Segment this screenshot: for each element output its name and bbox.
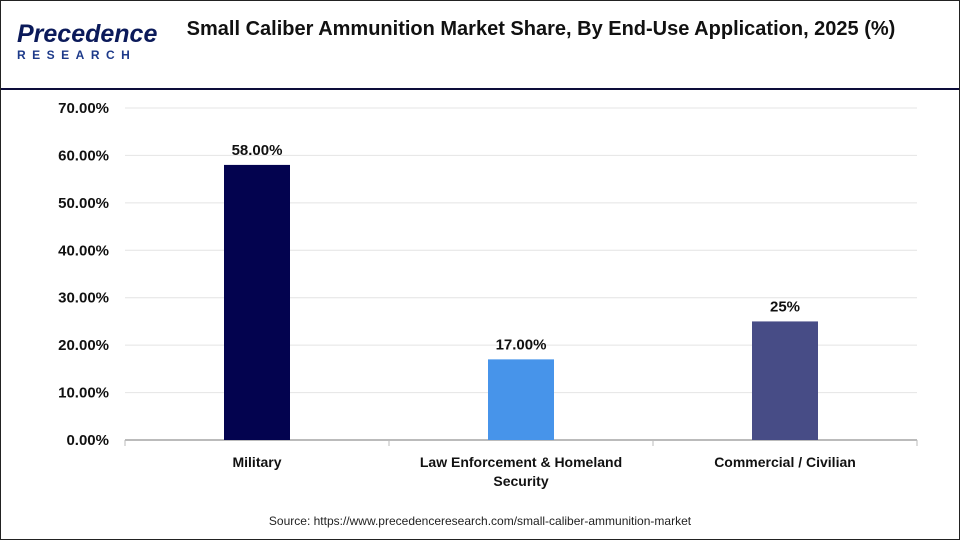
logo: Precedence RESEARCH <box>17 21 162 66</box>
y-tick-label: 0.00% <box>66 432 109 449</box>
data-label: 58.00% <box>232 142 283 159</box>
header: Precedence RESEARCH Small Caliber Ammuni… <box>1 1 959 90</box>
x-tick-label: Commercial / Civilian <box>714 454 856 470</box>
y-tick-label: 40.00% <box>58 242 109 259</box>
bar <box>752 321 818 440</box>
y-tick-label: 20.00% <box>58 337 109 354</box>
chart-title: Small Caliber Ammunition Market Share, B… <box>186 18 896 40</box>
x-tick-label: Military <box>232 454 281 470</box>
source-note: Source: https://www.precedenceresearch.c… <box>268 514 692 528</box>
logo-line1: Precedence <box>17 20 158 48</box>
bar <box>488 359 554 440</box>
bar <box>224 164 290 440</box>
logo-line2: RESEARCH <box>17 48 137 62</box>
x-tick-label: Law Enforcement & Homeland Security <box>420 454 622 489</box>
y-tick-label: 60.00% <box>58 147 109 164</box>
data-label: 25% <box>770 298 800 315</box>
y-tick-label: 30.00% <box>58 290 109 307</box>
y-tick-label: 50.00% <box>58 195 109 212</box>
y-tick-label: 70.00% <box>58 100 109 117</box>
y-tick-label: 10.00% <box>58 385 109 402</box>
data-label: 17.00% <box>496 336 547 353</box>
